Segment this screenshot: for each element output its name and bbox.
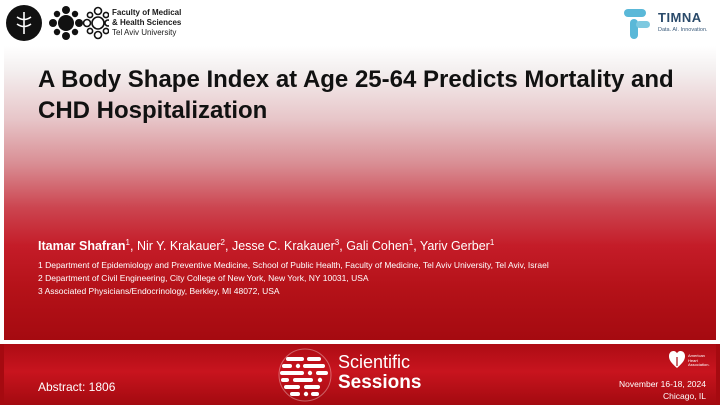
author-3-sup: 3 — [334, 238, 340, 247]
author-4-sup: 1 — [408, 238, 414, 247]
tau-text: Faculty of Medical & Health Sciences Tel… — [112, 8, 181, 38]
university-name: Tel Aviv University — [112, 28, 177, 37]
heart-torch-icon — [669, 351, 685, 368]
author-2-name: Nir Y. Krakauer — [136, 239, 221, 254]
author-5-sup: 1 — [489, 238, 495, 247]
author-1-sup: 1 — [125, 238, 130, 247]
event-name-line-1: Scientific — [338, 352, 411, 372]
affiliation-1: 1 Department of Epidemiology and Prevent… — [38, 260, 549, 270]
aha-line-3: Association. — [688, 362, 710, 368]
author-3-name: Jesse C. Krakauer — [231, 239, 335, 254]
faculty-line-1: Faculty of Medical — [112, 8, 182, 17]
affiliation-list: 1 Department of Epidemiology and Prevent… — [38, 259, 549, 298]
footer-bar: Abstract: 1806 Scientific Sessions Ameri… — [0, 344, 720, 405]
tau-logo-group: Faculty of Medical & Health Sciences Tel… — [4, 2, 209, 44]
event-location: Chicago, IL — [663, 391, 706, 401]
timna-logo: TIMNA Data. AI. Innovation. — [616, 3, 716, 43]
event-date: November 16-18, 2024 — [619, 379, 706, 389]
footer-panel: Abstract: 1806 Scientific Sessions Ameri… — [4, 344, 716, 405]
author-1-name: Itamar Shafran — [38, 239, 126, 254]
author-4-name: Gali Cohen — [346, 239, 409, 254]
event-name-line-2: Sessions — [338, 372, 422, 393]
aha-name: American Heart Association. — [688, 353, 710, 368]
scientific-sessions-icon — [278, 348, 332, 402]
affiliation-2: 2 Department of Civil Engineering, City … — [38, 273, 369, 283]
page-title: A Body Shape Index at Age 25-64 Predicts… — [38, 66, 674, 124]
aha-line-2: Heart — [688, 357, 698, 363]
aha-line-1: American — [688, 353, 705, 358]
abstract-number: Abstract: 1806 — [38, 380, 116, 394]
author-list: Itamar Shafran1, Nir Y. Krakauer2, Jesse… — [38, 238, 495, 254]
header-bar: Faculty of Medical & Health Sciences Tel… — [0, 0, 720, 46]
event-date-location: November 16-18, 2024 Chicago, IL — [619, 378, 706, 402]
affiliation-3: 3 Associated Physicians/Endocrinology, B… — [38, 286, 280, 296]
timna-mark-icon — [624, 9, 650, 39]
author-2-sup: 2 — [220, 238, 225, 247]
timna-name: TIMNA — [658, 10, 702, 25]
timna-tagline: Data. AI. Innovation. — [658, 27, 708, 33]
tau-emblem-icons — [6, 5, 112, 41]
title-panel: A Body Shape Index at Age 25-64 Predicts… — [4, 46, 716, 340]
author-5-name: Yariv Gerber — [419, 239, 490, 254]
faculty-line-2: & Health Sciences — [112, 18, 182, 27]
